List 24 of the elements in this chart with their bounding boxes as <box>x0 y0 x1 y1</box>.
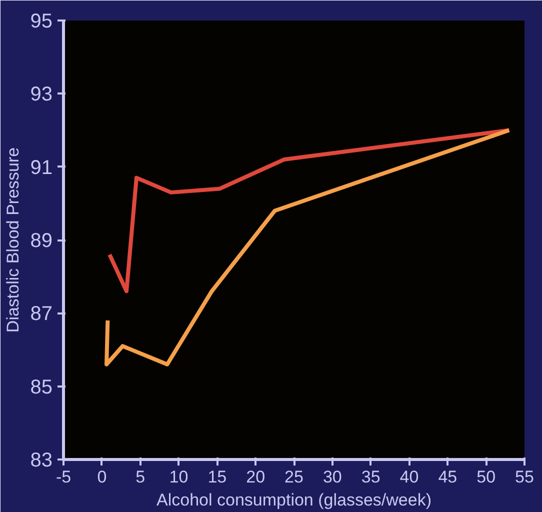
y-tick-label: 89 <box>30 230 53 252</box>
x-axis-title: Alcohol consumption (glasses/week) <box>156 490 432 510</box>
x-tick-label: 50 <box>476 468 496 486</box>
x-tick-label: -5 <box>56 468 72 486</box>
y-tick-label: 93 <box>30 84 53 106</box>
x-tick-label: 20 <box>246 468 266 486</box>
y-tick-label: 85 <box>30 376 53 398</box>
x-tick-label: 55 <box>515 468 534 486</box>
x-tick-label: 30 <box>322 468 342 486</box>
x-tick-label: 35 <box>361 468 380 486</box>
x-tick-label: 25 <box>284 468 304 486</box>
x-tick-label: 0 <box>97 468 107 486</box>
x-tick-label: 5 <box>136 468 146 486</box>
line-series <box>108 128 512 294</box>
y-axis-title: Diastolic Blood Pressure <box>3 147 22 333</box>
y-tick-label: 91 <box>30 156 53 179</box>
y-tick-label: 87 <box>30 303 53 326</box>
line-series <box>104 128 512 366</box>
x-tick-label: 45 <box>438 468 458 486</box>
y-tick-label: 95 <box>30 10 53 32</box>
x-tick-label: 40 <box>400 468 419 486</box>
x-tick-label: 15 <box>208 468 227 486</box>
x-tick-label: 10 <box>169 468 188 486</box>
y-tick-label: 83 <box>30 450 53 472</box>
